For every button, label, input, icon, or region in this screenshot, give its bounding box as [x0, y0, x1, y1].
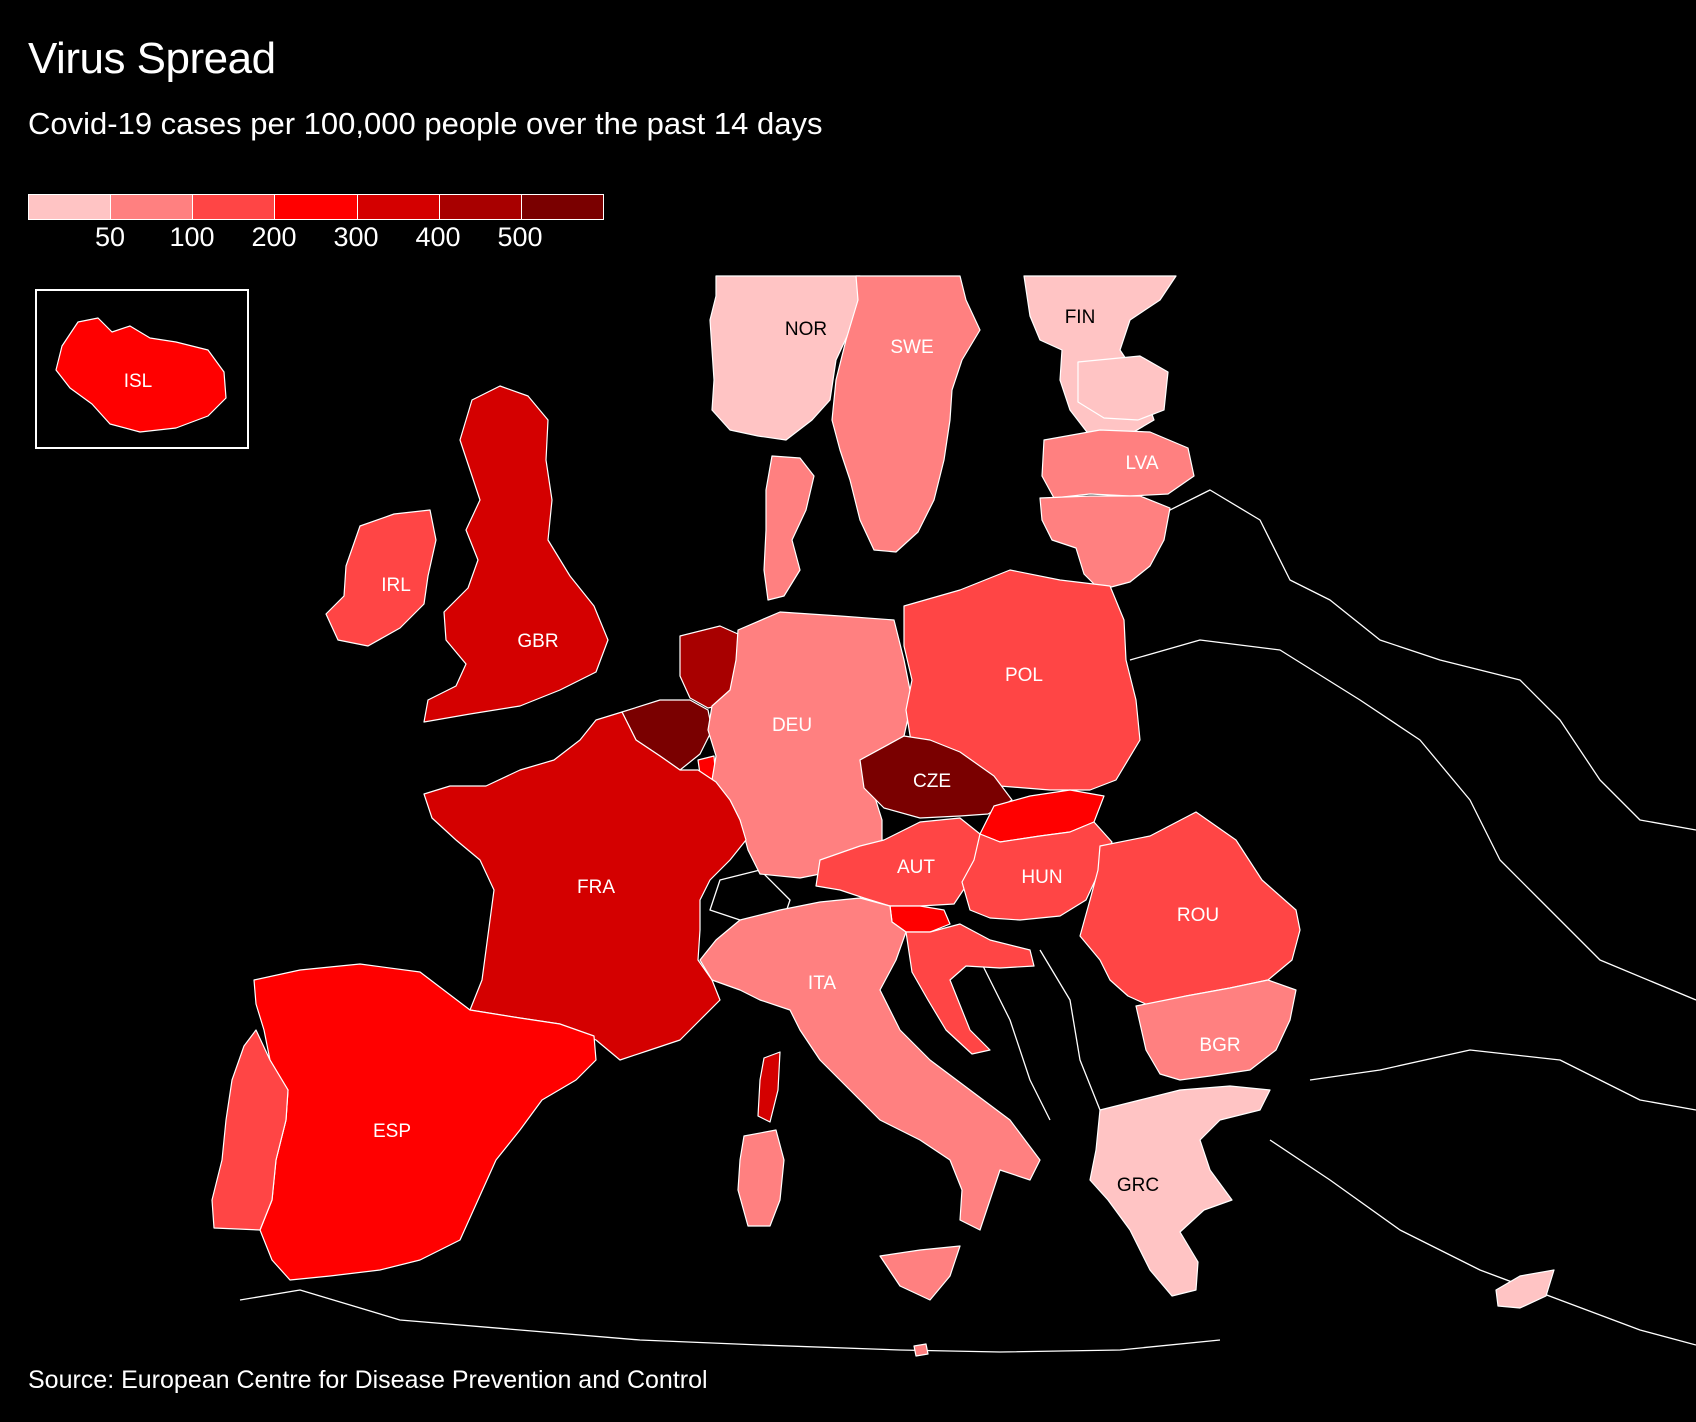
legend-swatch	[29, 195, 112, 219]
country-shape-MALTA	[913, 1343, 929, 1357]
country-shape-CYP	[1495, 1269, 1555, 1309]
country-shape-LVA	[1041, 429, 1195, 499]
legend-swatch	[111, 195, 194, 219]
non-eu-border-line	[1129, 639, 1696, 1001]
color-legend: 50 100 200 300 400 500	[28, 194, 604, 258]
non-eu-border-line	[1309, 1049, 1696, 1111]
country-label-GRC: GRC	[1117, 1175, 1159, 1196]
legend-tick: 100	[169, 222, 215, 252]
non-eu-border-line	[1269, 1139, 1696, 1346]
legend-swatch	[439, 195, 522, 219]
legend-swatch	[521, 195, 603, 219]
country-label-LVA: LVA	[1125, 453, 1158, 474]
country-label-FRA: FRA	[577, 877, 615, 898]
country-shape-LTU	[1039, 495, 1171, 591]
country-shapes	[55, 275, 1555, 1357]
legend-swatch	[193, 195, 276, 219]
legend-tick: 50	[94, 222, 126, 252]
country-shape-HUN	[961, 821, 1113, 921]
country-label-IRL: IRL	[381, 575, 411, 596]
country-label-ROU: ROU	[1177, 905, 1219, 926]
country-shape-EST	[1077, 355, 1169, 421]
country-label-NOR: NOR	[785, 319, 827, 340]
country-shape-BGR	[1135, 979, 1297, 1081]
country-label-DEU: DEU	[772, 715, 812, 736]
country-label-AUT: AUT	[897, 857, 935, 878]
map-subtitle: Covid-19 cases per 100,000 people over t…	[28, 106, 823, 141]
country-label-ITA: ITA	[808, 973, 836, 994]
legend-tick: 300	[333, 222, 379, 252]
country-shape-FRA	[423, 711, 747, 1061]
country-shape-GBR	[423, 385, 609, 723]
legend-tick: 500	[497, 222, 543, 252]
non-eu-border-line	[979, 959, 1051, 1121]
non-eu-border-line	[239, 1289, 1221, 1353]
legend-tick: 200	[251, 222, 297, 252]
country-shape-DNK	[763, 455, 815, 601]
country-label-BGR: BGR	[1199, 1035, 1240, 1056]
country-label-CZE: CZE	[913, 771, 951, 792]
country-label-POL: POL	[1005, 665, 1043, 686]
legend-tick: 400	[415, 222, 461, 252]
country-label-ESP: ESP	[373, 1121, 411, 1142]
country-shape-SARDINIA	[737, 1129, 785, 1227]
legend-swatch	[275, 195, 358, 219]
country-shape-GRC	[1089, 1085, 1271, 1297]
country-shape-CORSICA	[757, 1051, 781, 1123]
country-shape-POL	[903, 569, 1141, 791]
non-eu-border-line	[1087, 489, 1696, 831]
country-label-FIN: FIN	[1065, 307, 1096, 328]
country-shape-ITA	[699, 897, 1041, 1231]
source-note: Source: European Centre for Disease Prev…	[28, 1366, 708, 1394]
country-label-SWE: SWE	[890, 337, 933, 358]
country-shape-SWE	[831, 275, 981, 553]
iceland-inset-frame	[35, 289, 249, 449]
map-title: Virus Spread	[28, 34, 276, 83]
country-label-GBR: GBR	[517, 631, 558, 652]
country-label-ISL: ISL	[124, 371, 153, 392]
legend-swatch	[357, 195, 440, 219]
country-shape-IRL	[325, 509, 437, 647]
country-shape-PRT	[211, 1029, 289, 1231]
legend-color-bar	[28, 194, 604, 220]
country-labels: NOR SWE FIN LVA ISL IRL GBR DEU POL CZE …	[124, 307, 1241, 1196]
country-shape-SICILY	[879, 1245, 961, 1301]
country-label-HUN: HUN	[1021, 867, 1062, 888]
country-shape-HRV	[905, 923, 1035, 1055]
country-shape-ISL	[55, 317, 227, 433]
